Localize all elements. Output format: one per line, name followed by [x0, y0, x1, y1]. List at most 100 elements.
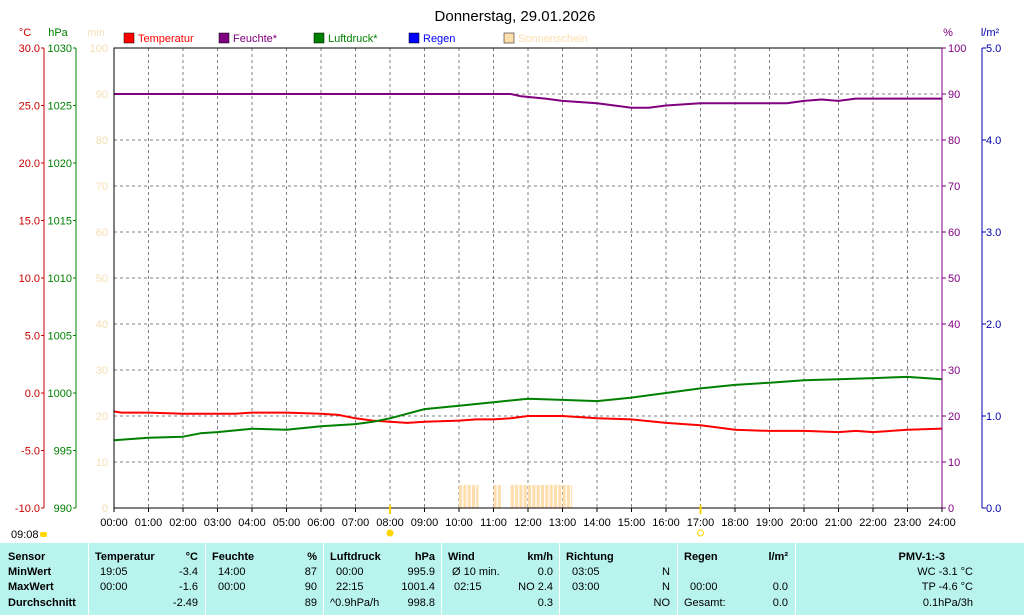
- avg-extra: 0.1hPa/3h: [922, 597, 973, 609]
- temp-tick-label: 30.0: [19, 43, 40, 55]
- press-tick-label: 1010: [48, 273, 72, 285]
- sunshine-bar: [545, 485, 549, 508]
- temp-tick-label: -5.0: [21, 446, 40, 458]
- sunshine-bar: [476, 485, 479, 508]
- sunshine-bar: [467, 485, 471, 508]
- sun-tick-label: 50: [96, 273, 108, 285]
- sunshine-bar: [523, 485, 527, 508]
- sunrise-icon: [386, 529, 394, 537]
- sun-tick-label: 30: [96, 365, 108, 377]
- temp-axis-ticks: 30.0 25.0 20.0 15.0 10.0 5.0 0.0 -5.0 -10.0: [15, 43, 44, 515]
- temp-tick-label: 10.0: [19, 273, 40, 285]
- x-tick-label: 03:00: [204, 517, 232, 529]
- sunshine-bar: [549, 485, 553, 508]
- hum-tick-label: 70: [948, 181, 960, 193]
- x-tick-label: 21:00: [825, 517, 853, 529]
- legend: Temperatur Feuchte* Luftdruck* Regen Son…: [123, 32, 588, 45]
- hum-tick-label: 90: [948, 89, 960, 101]
- max-dir-time: 03:00: [572, 581, 600, 593]
- x-tick-label: 00:00: [100, 517, 128, 529]
- rain-tick-label: 4.0: [986, 135, 1001, 147]
- max-wind-time: 02:15: [454, 581, 482, 593]
- sun-tick-label: 40: [96, 319, 108, 331]
- x-tick-label: 11:00: [480, 517, 507, 529]
- sun-tick-label: 10: [96, 457, 108, 469]
- sun-events: [386, 505, 704, 537]
- press-tick-label: 990: [54, 503, 72, 515]
- min-dir-time: 03:05: [572, 566, 600, 578]
- x-tick-label: 09:00: [411, 517, 439, 529]
- max-hum-value: 90: [304, 581, 317, 593]
- press-tick-label: 1025: [48, 101, 72, 113]
- rain-axis-unit: l/m²: [981, 27, 1000, 39]
- x-tick-label: 16:00: [652, 517, 680, 529]
- hum-tick-label: 80: [948, 135, 960, 147]
- sunshine-bar: [536, 485, 540, 508]
- legend-label-feuchte: Feuchte*: [233, 33, 278, 45]
- x-tick-label: 02:00: [169, 517, 197, 529]
- x-tick-label: 10:00: [445, 517, 473, 529]
- temp-axis-unit: °C: [19, 27, 31, 39]
- sun-tick-label: 80: [96, 135, 108, 147]
- min-press-time: 00:00: [336, 566, 364, 578]
- header-temperatur: Temperatur: [95, 551, 155, 563]
- sun-tick-label: 0: [102, 503, 108, 515]
- rain-tick-label: 2.0: [986, 319, 1001, 331]
- x-tick-label: 04:00: [238, 517, 266, 529]
- chart-title: Donnerstag, 29.01.2026: [435, 8, 596, 25]
- series-line-luftdruck: [113, 375, 943, 442]
- hum-tick-label: 20: [948, 411, 960, 423]
- hum-tick-label: 40: [948, 319, 960, 331]
- row-label-avg: Durchschnitt: [8, 597, 76, 609]
- avg-wind-value: 0.3: [537, 597, 553, 609]
- rain-tick-label: 3.0: [986, 227, 1001, 239]
- x-tick-label: 12:00: [514, 517, 542, 529]
- rain-tick-label: 5.0: [986, 43, 1001, 55]
- header-temp-unit: °C: [185, 551, 198, 563]
- header-regen: Regen: [684, 551, 718, 563]
- hum-tick-label: 100: [948, 43, 966, 55]
- x-tick-label: 15:00: [618, 517, 646, 529]
- temp-tick-label: 0.0: [25, 388, 40, 400]
- press-tick-label: 1030: [48, 43, 72, 55]
- x-tick-label: 22:00: [859, 517, 887, 529]
- avg-rain-value: 0.0: [772, 597, 788, 609]
- max-temp-value: -1.6: [179, 581, 198, 593]
- x-tick-label: 19:00: [756, 517, 784, 529]
- column-divider: [205, 543, 206, 615]
- legend-swatch-feuchte: [218, 32, 230, 44]
- avg-rain-label: Gesamt:: [684, 597, 726, 609]
- row-label-min: MinWert: [8, 566, 52, 578]
- max-press-value: 1001.4: [401, 581, 435, 593]
- series-line-feuchte: [114, 93, 942, 109]
- min-hum-time: 14:00: [218, 566, 246, 578]
- sunset-icon: [697, 529, 704, 537]
- sun-axis-unit: min: [87, 27, 105, 39]
- temp-tick-label: 25.0: [19, 101, 40, 113]
- rain-tick-label: 0.0: [986, 503, 1001, 515]
- x-tick-label: 05:00: [273, 517, 301, 529]
- legend-label-regen: Regen: [423, 33, 455, 45]
- header-wind: Wind: [448, 551, 475, 563]
- x-tick-label: 01:00: [135, 517, 163, 529]
- header-richtung: Richtung: [566, 551, 614, 563]
- legend-swatch-temperatur: [123, 32, 135, 44]
- rain-axis-ticks: 5.0 4.0 3.0 2.0 1.0 0.0: [982, 43, 1001, 515]
- header-press-unit: hPa: [414, 551, 435, 563]
- column-divider: [677, 543, 678, 615]
- hum-axis-unit: %: [943, 27, 953, 39]
- temp-tick-label: 5.0: [25, 331, 40, 343]
- press-tick-label: 1000: [48, 388, 72, 400]
- x-tick-label: 13:00: [549, 517, 577, 529]
- x-tick-label: 08:00: [376, 517, 404, 529]
- x-axis-ticks: 00:00 01:00 02:00 03:00 04:00 05:00 06:00 07:00…: [100, 508, 956, 529]
- max-rain-time: 00:00: [690, 581, 718, 593]
- min-hum-value: 87: [304, 566, 317, 578]
- press-axis-ticks: 1030 1025 1020 1015 1010 1005 1000 995 990: [48, 43, 76, 515]
- sunshine-bar: [566, 485, 570, 508]
- rain-tick-label: 1.0: [986, 411, 1001, 423]
- column-divider: [441, 543, 442, 615]
- sunshine-bar: [510, 485, 514, 508]
